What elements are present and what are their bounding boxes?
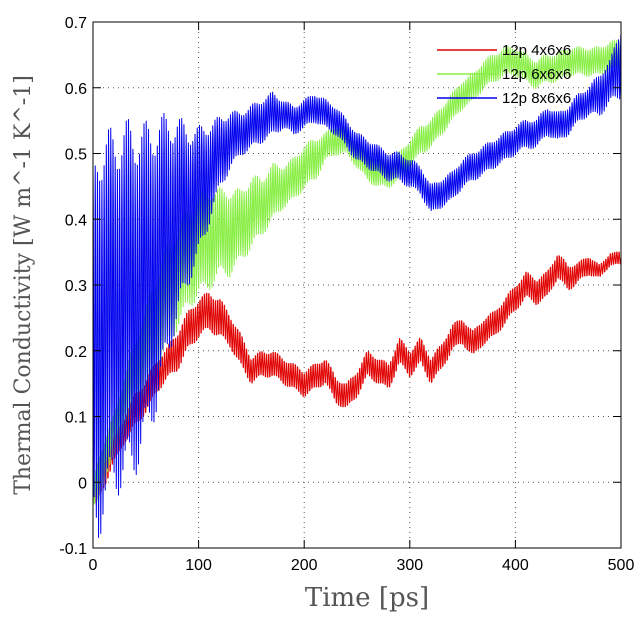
series-line-3	[93, 34, 621, 538]
series-line-1	[93, 251, 621, 505]
x-tick-label: 200	[291, 557, 318, 574]
x-tick-labels: 0 100 200 300 400 500	[89, 557, 635, 574]
y-tick-label: 0.5	[65, 147, 87, 164]
y-tick-label: 0.1	[65, 410, 87, 427]
x-tick-label: 500	[608, 557, 635, 574]
y-tick-label: -0.1	[59, 541, 87, 558]
x-axis-title: Time [ps]	[305, 583, 429, 613]
legend: 12p 4x6x6 12p 6x6x6 12p 8x6x6	[437, 42, 571, 107]
ticks	[92, 21, 622, 549]
series-line-2	[93, 39, 621, 505]
y-tick-label: 0	[78, 475, 87, 492]
y-tick-label: 0.3	[65, 278, 87, 295]
y-tick-label: 0.7	[65, 15, 87, 32]
y-tick-label: 0.6	[65, 81, 87, 98]
x-tick-label: 0	[89, 557, 98, 574]
y-tick-labels: -0.1 0 0.1 0.2 0.3 0.4 0.5 0.6 0.7	[59, 15, 87, 558]
x-tick-label: 400	[502, 557, 529, 574]
x-tick-label: 100	[185, 557, 212, 574]
y-tick-label: 0.2	[65, 344, 87, 361]
legend-label-2: 12p 6x6x6	[502, 66, 571, 83]
series-layer	[93, 34, 621, 538]
y-axis-title: Thermal Conductivity [W m^-1 K^-1]	[11, 75, 36, 495]
legend-label-1: 12p 4x6x6	[502, 42, 571, 59]
y-tick-label: 0.4	[65, 212, 87, 229]
x-tick-label: 300	[396, 557, 423, 574]
legend-label-3: 12p 8x6x6	[502, 90, 571, 107]
